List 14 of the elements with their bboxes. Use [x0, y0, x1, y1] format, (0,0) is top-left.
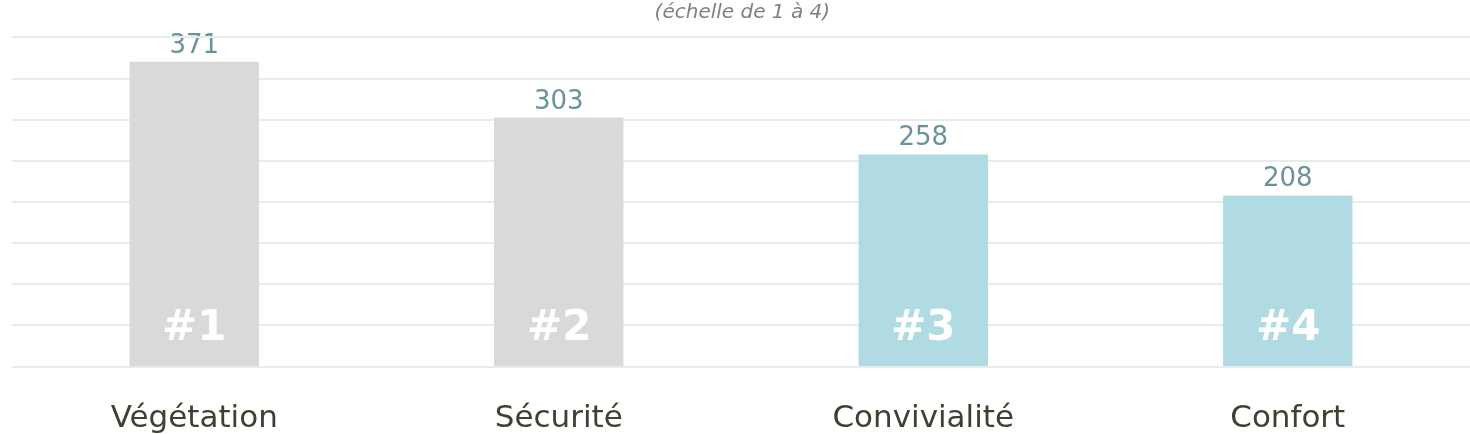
chart-subtitle: (échelle de 1 à 4)	[654, 0, 831, 24]
annotation: #3	[891, 301, 956, 350]
x-tick-label: Végétation	[110, 398, 278, 434]
x-tick-label: Sécurité	[494, 398, 623, 434]
bar	[1223, 195, 1353, 366]
x-tick-label: Convivialité	[832, 398, 1015, 434]
bar	[494, 117, 624, 366]
bar	[858, 154, 988, 366]
x-tick-label: Confort	[1230, 398, 1346, 434]
data-label: 303	[533, 84, 584, 115]
bar	[129, 61, 259, 366]
annotation: #4	[1256, 301, 1321, 350]
data-label: 208	[1262, 162, 1313, 193]
data-label: 258	[898, 121, 949, 152]
